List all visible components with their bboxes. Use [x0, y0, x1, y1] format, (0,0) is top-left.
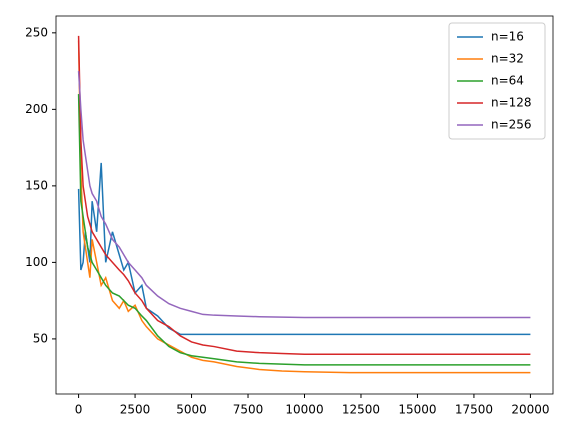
y-tick-label: 250 — [25, 25, 48, 39]
y-tick-label: 50 — [33, 331, 48, 345]
legend-box — [448, 22, 546, 140]
plot-frame — [55, 15, 554, 395]
series-line — [77, 40, 531, 374]
x-tick-label: 17500 — [455, 403, 493, 417]
x-tick-label: 20000 — [511, 403, 549, 417]
x-tick-label: 15000 — [398, 403, 436, 417]
x-tick-label: 0 — [75, 403, 83, 417]
series-line — [77, 162, 531, 336]
legend-label: n=32 — [491, 52, 524, 66]
x-tick-label: 2500 — [120, 403, 151, 417]
y-tick-label: 200 — [25, 102, 48, 116]
series-line — [77, 94, 531, 366]
x-tick-label: 5000 — [176, 403, 207, 417]
series-line — [77, 71, 531, 319]
legend-label: n=256 — [491, 118, 532, 132]
y-tick-label: 100 — [25, 255, 48, 269]
legend-label: n=64 — [491, 74, 524, 88]
series-line — [77, 35, 531, 355]
y-tick-label: 150 — [25, 178, 48, 192]
legend-label: n=128 — [491, 96, 532, 110]
x-tick-label: 10000 — [285, 403, 323, 417]
legend-label: n=16 — [491, 30, 524, 44]
x-tick-label: 12500 — [342, 403, 380, 417]
x-tick-label: 7500 — [233, 403, 264, 417]
